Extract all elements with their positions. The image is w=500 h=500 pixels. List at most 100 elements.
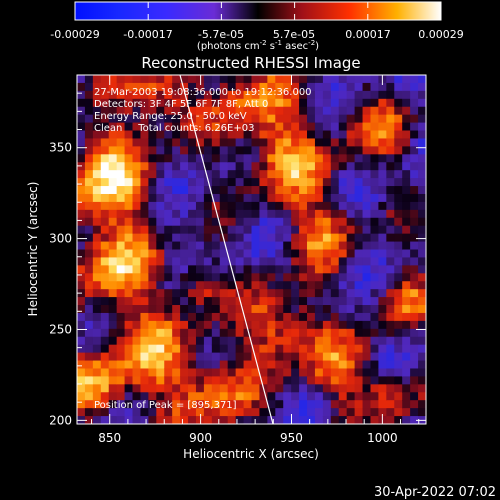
heatmap-cell	[378, 360, 387, 370]
heatmap-cell	[132, 336, 142, 346]
heatmap-cell	[195, 233, 205, 243]
heatmap-cell	[370, 392, 380, 401]
heatmap-cell	[370, 241, 380, 251]
heatmap-cell	[362, 106, 372, 116]
heatmap-cell	[283, 400, 292, 409]
heatmap-cell	[330, 328, 340, 338]
heatmap-cell	[275, 416, 284, 424]
heatmap-cell	[394, 289, 403, 298]
heatmap-cell	[299, 312, 308, 322]
heatmap-cell	[354, 114, 364, 124]
heatmap-cell	[164, 249, 173, 259]
heatmap-cell	[275, 209, 284, 219]
heatmap-cell	[124, 312, 134, 322]
heatmap-cell	[346, 122, 356, 132]
heatmap-cell	[251, 265, 261, 274]
heatmap-cell	[322, 273, 332, 282]
heatmap-cell	[227, 75, 237, 84]
heatmap-cell	[378, 90, 387, 100]
heatmap-cell	[322, 146, 332, 155]
heatmap-cell	[132, 82, 142, 92]
heatmap-cell	[132, 209, 142, 219]
heatmap-cell	[418, 90, 426, 100]
heatmap-cell	[219, 82, 229, 92]
heatmap-cell	[219, 217, 229, 227]
heatmap-cell	[227, 344, 237, 354]
heatmap-cell	[148, 193, 157, 203]
heatmap-cell	[92, 217, 102, 227]
heatmap-cell	[211, 233, 221, 243]
heatmap-cell	[346, 344, 356, 354]
heatmap-cell	[172, 376, 181, 385]
heatmap-cell	[338, 209, 348, 219]
heatmap-cell	[164, 82, 173, 92]
heatmap-cell	[180, 392, 189, 401]
x-tick-label: 1000	[367, 431, 398, 445]
heatmap-cell	[211, 162, 221, 171]
heatmap-cell	[116, 289, 126, 298]
heatmap-cell	[124, 392, 134, 401]
heatmap-cell	[275, 170, 284, 179]
heatmap-cell	[307, 241, 316, 251]
heatmap-cell	[370, 162, 380, 171]
heatmap-cell	[211, 408, 221, 417]
heatmap-cell	[140, 178, 149, 187]
heatmap-cell	[227, 138, 237, 147]
heatmap-cell	[299, 297, 308, 306]
heatmap-cell	[164, 122, 173, 132]
heatmap-cell	[299, 154, 308, 163]
heatmap-cell	[378, 122, 387, 132]
heatmap-cell	[307, 90, 316, 100]
heatmap-cell	[180, 352, 189, 362]
heatmap-cell	[322, 98, 332, 108]
heatmap-cell	[211, 368, 221, 378]
heatmap-cell	[283, 305, 292, 314]
heatmap-cell	[299, 178, 308, 187]
heatmap-cell	[418, 257, 426, 266]
heatmap-cell	[132, 98, 142, 108]
heatmap-cell	[156, 257, 165, 266]
heatmap-cell	[172, 154, 181, 163]
heatmap-cell	[100, 217, 110, 227]
heatmap-cell	[370, 265, 380, 274]
heatmap-cell	[386, 75, 395, 84]
heatmap-cell	[354, 130, 364, 140]
heatmap-cell	[386, 114, 395, 124]
heatmap-cell	[362, 344, 372, 354]
heatmap-cell	[362, 209, 372, 219]
heatmap-cell	[203, 249, 213, 259]
heatmap-cell	[402, 392, 411, 401]
heatmap-cell	[211, 273, 221, 282]
heatmap-cell	[346, 209, 356, 219]
heatmap-cell	[283, 408, 292, 417]
heatmap-cell	[108, 90, 118, 100]
heatmap-cell	[188, 344, 197, 354]
heatmap-cell	[203, 265, 213, 274]
heatmap-cell	[275, 273, 284, 282]
heatmap-cell	[164, 320, 173, 330]
heatmap-cell	[235, 225, 245, 235]
heatmap-cell	[307, 305, 316, 314]
heatmap-cell	[148, 122, 157, 132]
heatmap-cell	[346, 384, 356, 393]
heatmap-cell	[84, 225, 94, 235]
heatmap-cell	[172, 336, 181, 346]
heatmap-cell	[148, 368, 157, 378]
heatmap-cell	[267, 201, 276, 211]
heatmap-cell	[219, 273, 229, 282]
heatmap-cell	[418, 320, 426, 330]
heatmap-cell	[188, 178, 197, 187]
heatmap-cell	[346, 178, 356, 187]
heatmap-cell	[116, 170, 126, 179]
heatmap-cell	[219, 400, 229, 409]
heatmap-cell	[164, 154, 173, 163]
heatmap-cell	[346, 392, 356, 401]
heatmap-cell	[410, 233, 419, 243]
heatmap-cell	[164, 328, 173, 338]
heatmap-cell	[92, 98, 102, 108]
heatmap-cell	[394, 106, 403, 116]
heatmap-cell	[275, 344, 284, 354]
heatmap-cell	[235, 400, 245, 409]
heatmap-cell	[132, 201, 142, 211]
heatmap-cell	[386, 154, 395, 163]
